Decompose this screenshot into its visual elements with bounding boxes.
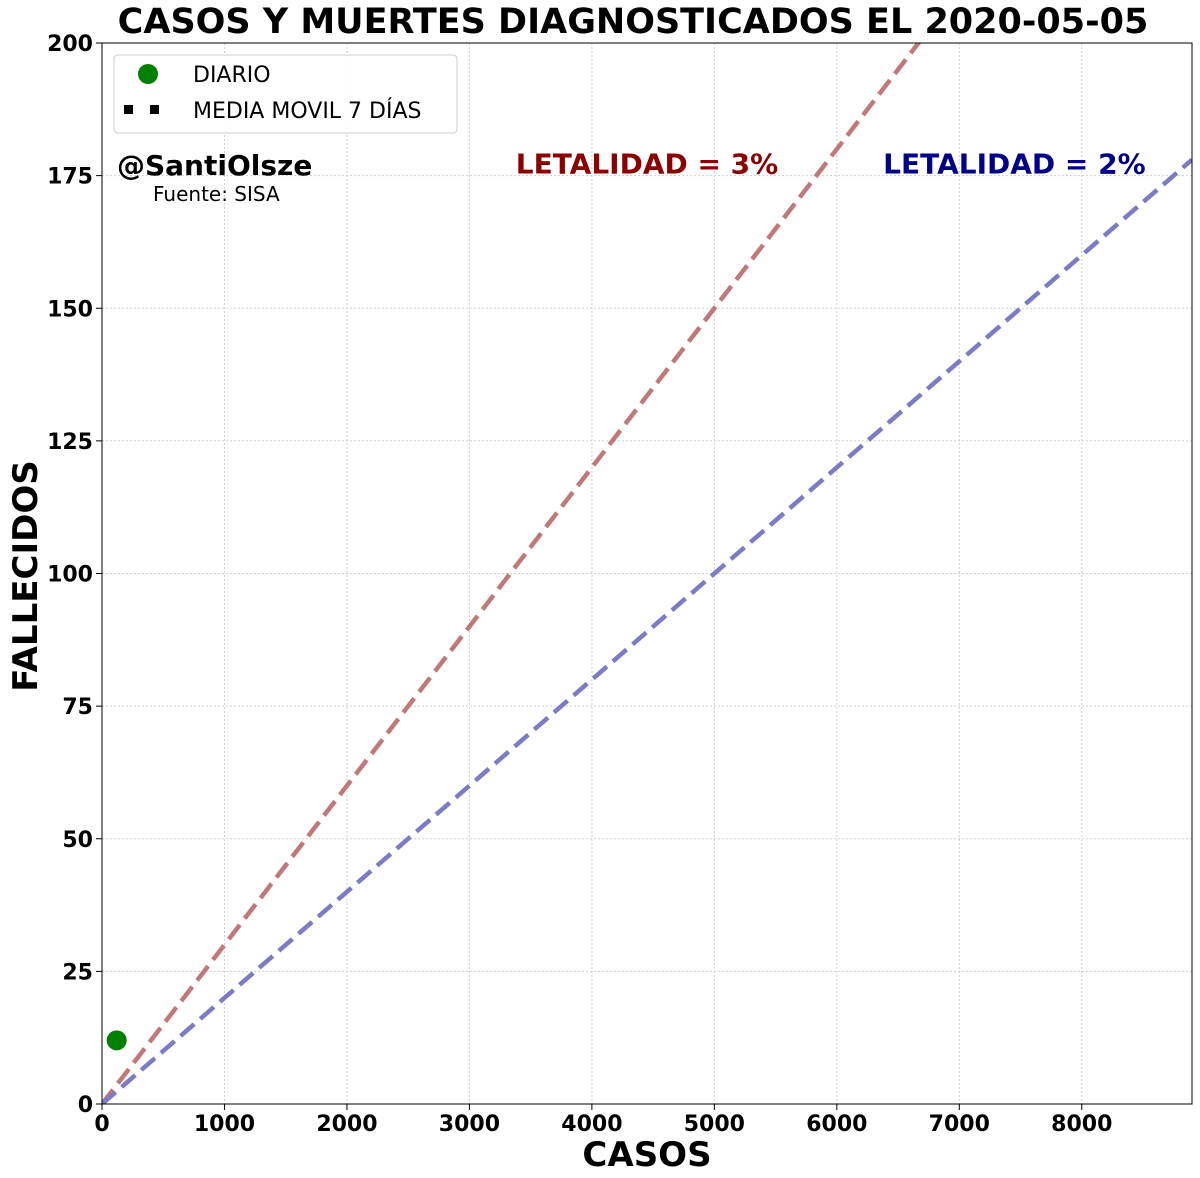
x-tick-label: 4000: [561, 1112, 622, 1137]
chart-title: CASOS Y MUERTES DIAGNOSTICADOS EL 2020-0…: [118, 2, 1149, 42]
reference-line-0: [102, 43, 922, 1104]
x-tick-label: 5000: [684, 1112, 745, 1137]
legend-label-media-movil: MEDIA MOVIL 7 DÍAS: [193, 98, 422, 124]
y-tick-label: 50: [62, 828, 93, 853]
y-ticks: 0 25 50 75 100 125 150 175 200: [47, 32, 102, 1118]
reference-lines: [102, 43, 1192, 1104]
legend-box: [113, 54, 458, 134]
legend-marker-media-movil-2: [150, 105, 159, 114]
legend-label-diario: DIARIO: [193, 63, 271, 88]
data-points: [106, 1030, 127, 1051]
x-tick-label: 1000: [194, 1112, 255, 1137]
y-tick-label: 175: [47, 165, 93, 190]
legend: DIARIO MEDIA MOVIL 7 DÍAS: [113, 54, 458, 134]
x-tick-label: 8000: [1051, 1112, 1112, 1137]
x-tick-label: 6000: [806, 1112, 867, 1137]
x-tick-label: 3000: [439, 1112, 500, 1137]
x-tick-label: 2000: [316, 1112, 377, 1137]
x-tick-label: 0: [94, 1112, 109, 1137]
legend-marker-media-movil: [124, 105, 133, 114]
letalidad-2-label: LETALIDAD = 2%: [883, 148, 1145, 181]
x-axis-label: CASOS: [582, 1135, 711, 1175]
data-point: [106, 1030, 127, 1051]
x-ticks: 0 1000 2000 3000 4000 5000 6000 7000 8000: [94, 1104, 1112, 1137]
y-tick-label: 100: [47, 563, 93, 588]
letalidad-3-label: LETALIDAD = 3%: [516, 148, 778, 181]
author-annotation: @SantiOlsze: [117, 149, 312, 182]
y-tick-label: 25: [62, 960, 93, 985]
y-tick-label: 0: [78, 1093, 93, 1118]
source-annotation: Fuente: SISA: [153, 182, 280, 206]
x-tick-label: 7000: [929, 1112, 990, 1137]
y-axis-label: FALLECIDOS: [6, 460, 46, 691]
reference-line-1: [102, 158, 1192, 1104]
y-tick-label: 75: [62, 695, 93, 720]
legend-marker-diario: [138, 64, 158, 84]
y-tick-label: 125: [47, 430, 93, 455]
y-tick-label: 150: [47, 297, 93, 322]
grid: [101, 42, 1192, 1105]
y-tick-label: 200: [47, 32, 93, 57]
